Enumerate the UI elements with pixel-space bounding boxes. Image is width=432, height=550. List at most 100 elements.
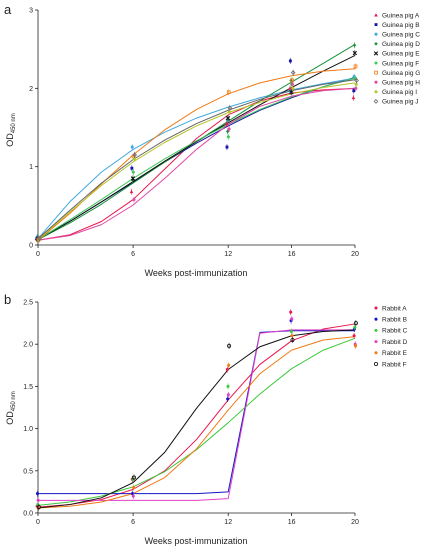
- legend-label-a-3: Guinea pig D: [382, 41, 420, 48]
- fit-curve-a-9: [37, 79, 356, 240]
- legend-label-a-8: Guinea pig I: [382, 89, 417, 96]
- data-point-a-0: [288, 86, 292, 90]
- data-point-b-1: [226, 397, 230, 401]
- data-point-a-1: [352, 89, 356, 93]
- y-axis-title-b: OD450 nm: [5, 391, 17, 425]
- legend-marker-b-2: [374, 328, 378, 332]
- fit-curve-a-5: [37, 77, 356, 240]
- fit-curve-a-7: [37, 87, 356, 241]
- legend-label-a-7: Guinea pig H: [382, 80, 420, 87]
- panel-letter-b: b: [4, 292, 11, 307]
- x-axis-title-a: Weeks post-immunization: [145, 268, 248, 278]
- x-axis-title-b: Weeks post-immunization: [145, 536, 248, 546]
- data-point-b-0: [289, 310, 293, 314]
- data-point-a-0: [224, 121, 229, 126]
- legend-label-a-0: Guinea pig A: [382, 12, 420, 19]
- data-point-b-3: [290, 317, 294, 321]
- data-point-a-6: [226, 90, 231, 95]
- x-tick-label-a: 20: [351, 251, 359, 258]
- legend-label-b-2: Rabbit C: [382, 328, 408, 335]
- data-point-a-6: [290, 78, 294, 83]
- data-point-b-0: [225, 367, 229, 372]
- data-point-b-2: [226, 384, 230, 388]
- data-point-a-6: [353, 64, 358, 69]
- y-tick-label-b: 0.5: [23, 468, 33, 475]
- data-point-b-0: [352, 334, 356, 338]
- x-tick-label-a: 16: [288, 251, 296, 258]
- data-point-a-9: [354, 78, 359, 83]
- data-point-b-4: [132, 486, 136, 490]
- y-tick-label-b: 2.5: [23, 300, 33, 307]
- data-point-a-8: [354, 82, 358, 86]
- fit-curve-b-0: [37, 323, 356, 508]
- plot-area-b: 0 6 12 16 20 0.0 0.5 1.0 1.5 2.0 2.5: [23, 300, 359, 527]
- legend-marker-a-2: [374, 32, 378, 36]
- legend-label-a-2: Guinea pig C: [382, 32, 420, 39]
- legend-marker-a-5: [374, 61, 378, 65]
- data-point-a-1: [130, 166, 134, 170]
- data-point-a-8: [227, 110, 231, 114]
- fit-curve-b-4: [37, 336, 356, 509]
- legend-label-a-4: Guinea pig E: [382, 51, 420, 58]
- y-tick-label-a: 0: [29, 243, 33, 250]
- data-point-a-9: [227, 105, 233, 111]
- fit-curve-b-1: [38, 330, 355, 495]
- legend-label-b-4: Rabbit E: [382, 350, 408, 357]
- y-tick-label-b: 0.0: [23, 511, 33, 518]
- fit-curve-b-3: [38, 329, 355, 501]
- data-point-a-3: [352, 43, 357, 48]
- legend-b: Rabbit A Rabbit B Rabbit C Rabbit D Rabbit E…: [373, 305, 408, 368]
- y-tick-label-b: 1.5: [23, 384, 33, 391]
- data-point-b-5: [353, 321, 358, 326]
- legend-marker-a-1: [374, 23, 378, 27]
- fit-curve-a-0: [37, 87, 356, 241]
- legend-label-a-5: Guinea pig F: [382, 60, 419, 67]
- data-point-a-7: [132, 198, 136, 202]
- panel-b: b OD450 nm Weeks post-immunization 0 6 12 1…: [4, 292, 408, 546]
- data-point-a-4: [130, 176, 136, 181]
- data-point-a-7: [354, 86, 358, 90]
- data-point-b-2: [353, 325, 357, 329]
- x-tick-label-b: 12: [224, 519, 232, 526]
- legend-label-b-1: Rabbit B: [382, 317, 407, 324]
- data-point-a-5: [226, 135, 230, 139]
- legend-marker-a-3: [374, 42, 378, 46]
- fit-curve-a-6: [37, 68, 356, 241]
- legend-marker-a-8: [374, 90, 378, 94]
- data-point-a-8: [132, 157, 136, 161]
- data-point-a-9: [290, 70, 296, 76]
- x-tick-label-b: 0: [36, 519, 40, 526]
- legend-marker-a-9: [373, 99, 379, 104]
- legend-label-b-0: Rabbit A: [382, 305, 407, 312]
- data-point-b-5: [227, 343, 232, 348]
- legend-marker-a-7: [374, 80, 378, 84]
- data-point-b-1: [35, 492, 40, 496]
- data-point-a-0: [351, 95, 356, 100]
- y-tick-label-a: 3: [29, 8, 33, 15]
- data-point-a-7: [227, 127, 231, 131]
- legend-marker-a-4: [373, 51, 379, 56]
- legend-marker-b-0: [374, 306, 378, 310]
- panel-letter-a: a: [4, 2, 12, 17]
- data-point-a-4: [225, 115, 231, 121]
- data-point-b-5: [131, 475, 136, 480]
- data-point-b-3: [226, 393, 230, 397]
- data-point-b-5: [290, 337, 295, 343]
- legend-marker-b-5: [373, 361, 379, 367]
- data-point-a-9: [37, 236, 42, 242]
- legend-a: Guinea pig A Guinea pig B Guinea pig C Guin…: [373, 12, 420, 106]
- legend-label-a-1: Guinea pig B: [382, 22, 420, 29]
- x-tick-label-a: 6: [131, 251, 135, 258]
- data-point-a-9: [132, 152, 138, 158]
- x-tick-label-b: 20: [351, 519, 359, 526]
- legend-marker-b-1: [374, 317, 378, 321]
- y-tick-label-b: 2.0: [23, 342, 33, 349]
- data-point-a-8: [291, 86, 295, 90]
- data-point-b-4: [353, 344, 358, 348]
- fit-curve-a-1: [37, 76, 356, 240]
- fit-curve-b-2: [37, 337, 356, 506]
- data-point-a-4: [352, 50, 358, 56]
- data-point-b-2: [289, 330, 293, 334]
